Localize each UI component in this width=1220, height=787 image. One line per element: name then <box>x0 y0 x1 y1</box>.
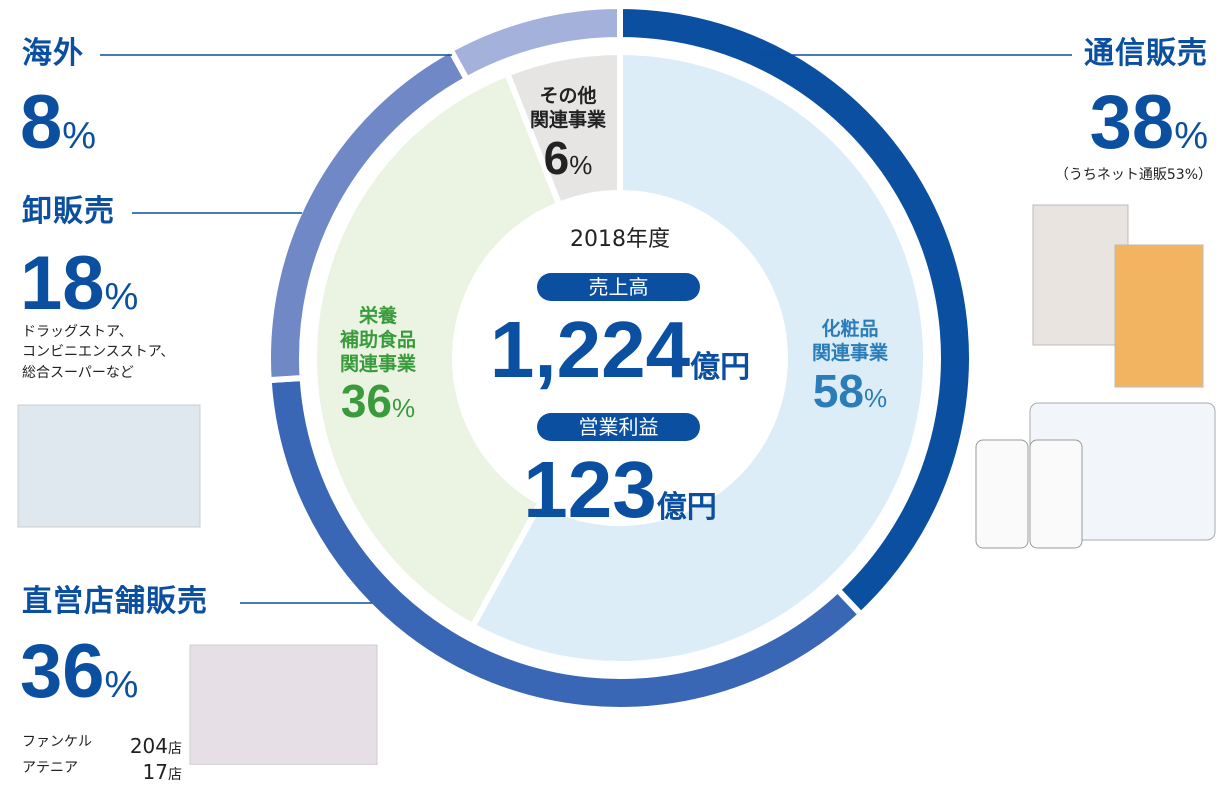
value: 38 <box>1090 80 1175 165</box>
category-label: 直営店舗販売 <box>22 583 208 621</box>
profit: 123億円 <box>470 450 770 530</box>
segment-name: その他 関連事業 <box>508 85 628 133</box>
sales-value: 1,224 <box>490 305 690 394</box>
unit: % <box>569 150 592 180</box>
photo-drugstore <box>18 405 200 527</box>
segment-name: 栄養 補助食品 関連事業 <box>318 305 438 376</box>
profit-value: 123 <box>523 445 656 534</box>
unit: % <box>105 664 139 706</box>
value-label: 18% <box>20 246 138 322</box>
page: {"chart_data":[ {"type":"donut","categor… <box>0 0 1220 765</box>
category-label: 通信販売 <box>1084 35 1208 73</box>
segment-value: 58% <box>790 366 910 417</box>
photo-catalog <box>1115 245 1203 387</box>
brand: アテニア <box>22 760 78 776</box>
sales: 1,224億円 <box>470 310 770 390</box>
unit: % <box>105 276 139 318</box>
category-label: 海外 <box>22 35 84 73</box>
value-label: 36% <box>20 634 138 710</box>
value: 36 <box>20 629 105 714</box>
profit-label: 営業利益 <box>537 413 700 441</box>
year: 2018年度 <box>520 226 720 254</box>
value: 8 <box>20 80 62 165</box>
unit: % <box>1174 115 1208 157</box>
unit: % <box>62 115 96 157</box>
photo-store <box>190 645 377 765</box>
sales-label: 売上高 <box>537 273 700 301</box>
unit: % <box>864 383 887 413</box>
segment-value: 36% <box>318 376 438 427</box>
unit: 億円 <box>657 491 717 524</box>
category-label: 卸販売 <box>22 193 115 231</box>
photo-catalog <box>1033 205 1128 345</box>
segment-name: 化粧品 関連事業 <box>790 318 910 366</box>
photo-phone <box>976 440 1028 548</box>
count: 17 <box>143 760 168 784</box>
note: ドラッグストア、 コンビニエンスストア、 総合スーパーなど <box>22 322 174 383</box>
unit: 店 <box>168 767 182 783</box>
segment-value: 6% <box>508 133 628 184</box>
value-label: 8% <box>20 85 96 161</box>
unit: 億円 <box>690 351 750 384</box>
value: 36 <box>341 375 392 427</box>
value-label: 38% <box>1090 85 1208 161</box>
value: 18 <box>20 241 105 326</box>
value: 6 <box>544 132 570 184</box>
note: （うちネット通販53%） <box>1055 165 1212 185</box>
value: 58 <box>813 365 864 417</box>
unit: % <box>392 393 415 423</box>
photo-phone <box>1030 440 1082 548</box>
